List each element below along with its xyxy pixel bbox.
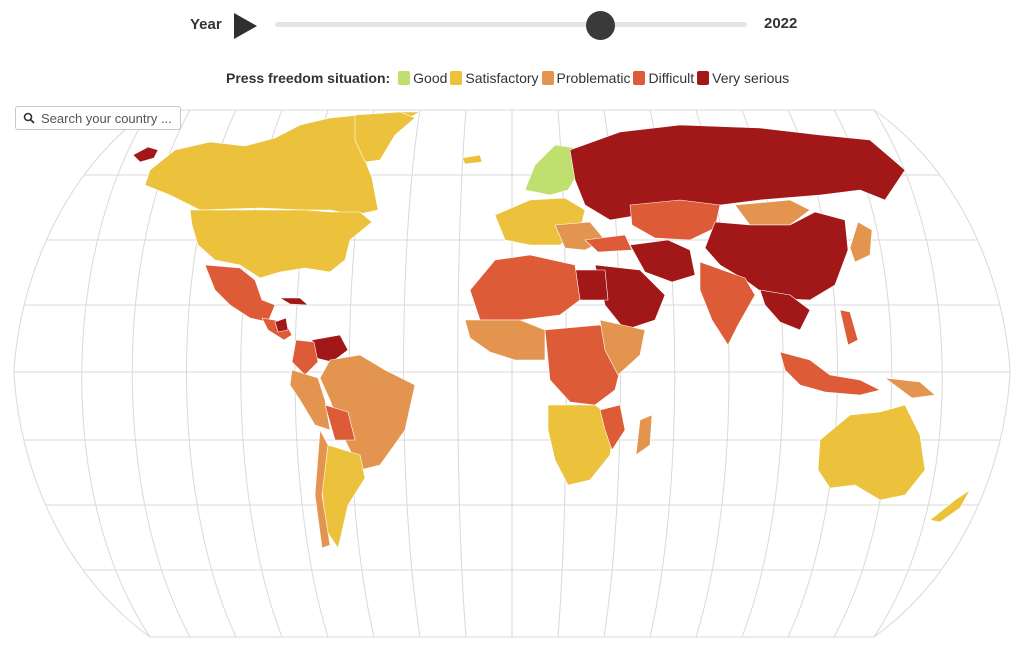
country-russia[interactable] bbox=[569, 124, 906, 221]
country-madagascar[interactable] bbox=[635, 414, 653, 456]
legend-label: Very serious bbox=[712, 70, 790, 86]
country-turkey[interactable] bbox=[584, 234, 633, 253]
country-argentina[interactable] bbox=[321, 444, 366, 549]
country-mongolia[interactable] bbox=[734, 199, 811, 226]
country-egypt[interactable] bbox=[574, 269, 609, 301]
country-mexico[interactable] bbox=[204, 264, 276, 323]
legend-label: Problematic bbox=[556, 70, 631, 86]
legend-item-good: Good bbox=[398, 70, 447, 86]
country-nicaragua[interactable] bbox=[274, 317, 289, 333]
year-value: 2022 bbox=[764, 15, 798, 32]
country-japan[interactable] bbox=[849, 221, 873, 263]
legend: Press freedom situation: Good Satisfacto… bbox=[226, 68, 792, 88]
country-peru[interactable] bbox=[289, 369, 331, 431]
country-new-zealand[interactable] bbox=[929, 489, 971, 523]
country-chile[interactable] bbox=[314, 429, 331, 549]
country-iceland[interactable] bbox=[461, 154, 483, 165]
country-india[interactable] bbox=[699, 261, 756, 346]
country-mozambique[interactable] bbox=[599, 404, 626, 451]
country-bolivia[interactable] bbox=[324, 404, 356, 441]
legend-swatch bbox=[398, 71, 411, 85]
country-iran[interactable] bbox=[629, 239, 696, 283]
search-icon bbox=[23, 112, 35, 124]
country-philippines[interactable] bbox=[839, 309, 859, 346]
legend-title: Press freedom situation: bbox=[226, 70, 391, 86]
country-alaska[interactable] bbox=[132, 146, 159, 163]
legend-swatch bbox=[450, 71, 463, 85]
play-icon[interactable] bbox=[232, 12, 258, 40]
legend-item-problematic: Problematic bbox=[541, 70, 631, 86]
year-slider-handle[interactable] bbox=[586, 11, 615, 40]
country-west-africa[interactable] bbox=[464, 319, 546, 361]
country-kazakhstan[interactable] bbox=[629, 199, 721, 241]
legend-swatch bbox=[633, 71, 646, 85]
country-colombia[interactable] bbox=[291, 339, 319, 376]
country-southeast-asia[interactable] bbox=[759, 289, 811, 331]
country-cuba[interactable] bbox=[279, 297, 309, 306]
world-map bbox=[13, 109, 1011, 638]
legend-item-difficult: Difficult bbox=[633, 70, 694, 86]
legend-item-satisfactory: Satisfactory bbox=[450, 70, 539, 86]
country-saudi-arabia[interactable] bbox=[594, 264, 666, 331]
legend-label: Satisfactory bbox=[465, 70, 539, 86]
country-search[interactable] bbox=[15, 106, 181, 130]
year-slider-track[interactable] bbox=[275, 22, 747, 27]
legend-swatch bbox=[541, 71, 554, 85]
search-input[interactable] bbox=[41, 110, 181, 126]
year-slider-bar: Year 2022 bbox=[0, 0, 1024, 50]
year-label: Year bbox=[190, 16, 222, 33]
country-china[interactable] bbox=[704, 211, 849, 301]
legend-swatch bbox=[697, 71, 710, 85]
countries[interactable] bbox=[132, 111, 971, 549]
legend-label: Good bbox=[413, 70, 448, 86]
country-north-africa[interactable] bbox=[469, 254, 581, 321]
legend-label: Difficult bbox=[648, 70, 695, 86]
country-greenland[interactable] bbox=[354, 111, 416, 163]
country-australia[interactable] bbox=[817, 404, 926, 501]
legend-item-very-serious: Very serious bbox=[697, 70, 789, 86]
country-brazil[interactable] bbox=[319, 354, 416, 471]
country-indonesia[interactable] bbox=[779, 351, 881, 396]
country-east-africa[interactable] bbox=[599, 319, 646, 376]
country-papua[interactable] bbox=[884, 377, 936, 399]
country-usa[interactable] bbox=[189, 209, 373, 279]
